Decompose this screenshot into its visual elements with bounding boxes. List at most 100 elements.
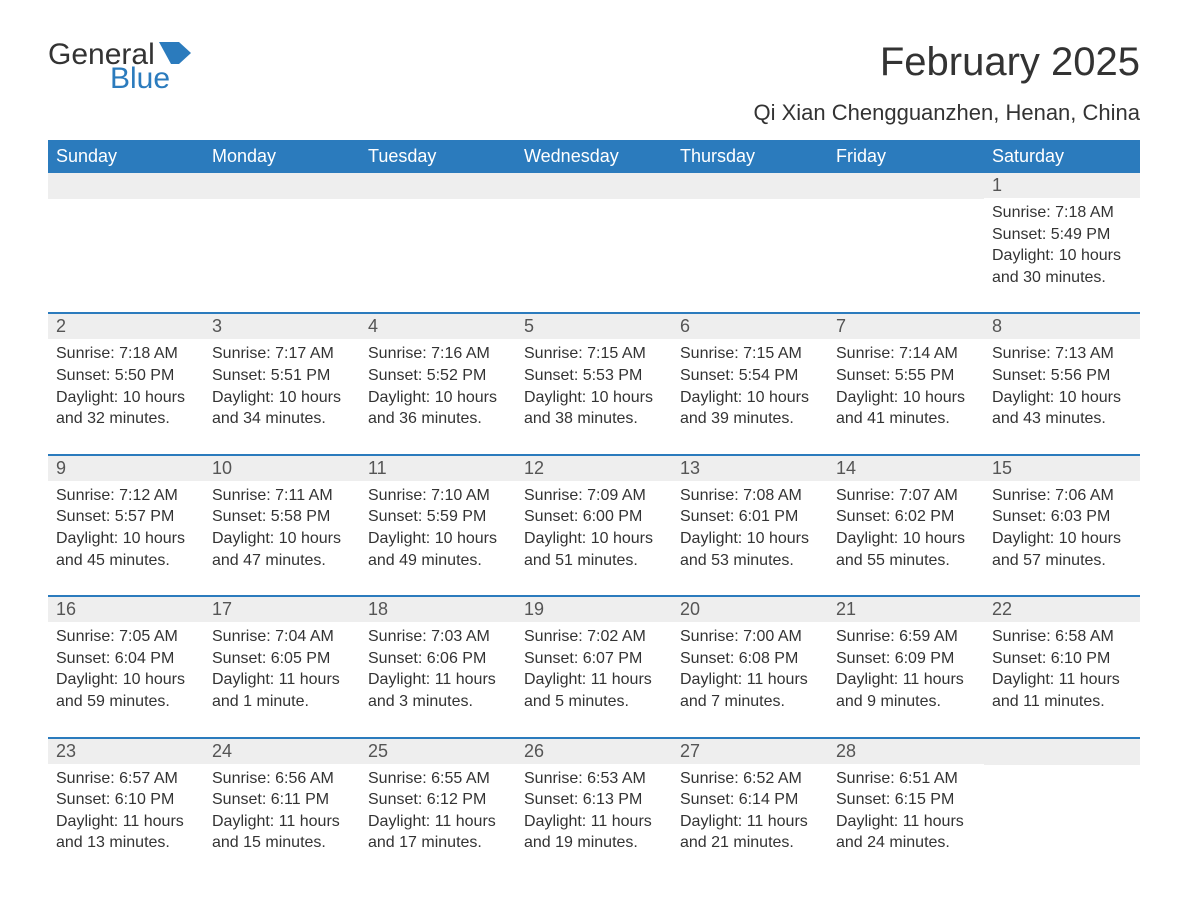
- sunrise-text: Sunrise: 7:15 AM: [524, 343, 664, 365]
- day-number: [360, 173, 516, 199]
- day-info: Sunrise: 6:55 AMSunset: 6:12 PMDaylight:…: [368, 768, 508, 854]
- sunrise-text: Sunrise: 6:51 AM: [836, 768, 976, 790]
- day-number: 7: [828, 314, 984, 339]
- day-number: [204, 173, 360, 199]
- sunrise-text: Sunrise: 7:14 AM: [836, 343, 976, 365]
- daylight-text: Daylight: 10 hours and 45 minutes.: [56, 528, 196, 571]
- sunrise-text: Sunrise: 6:56 AM: [212, 768, 352, 790]
- day-number: 8: [984, 314, 1140, 339]
- calendar-cell: 4Sunrise: 7:16 AMSunset: 5:52 PMDaylight…: [360, 314, 516, 439]
- weekday-header-row: SundayMondayTuesdayWednesdayThursdayFrid…: [48, 140, 1140, 173]
- sunset-text: Sunset: 5:49 PM: [992, 224, 1132, 246]
- sunrise-text: Sunrise: 7:04 AM: [212, 626, 352, 648]
- daylight-text: Daylight: 11 hours and 1 minute.: [212, 669, 352, 712]
- calendar-cell: 18Sunrise: 7:03 AMSunset: 6:06 PMDayligh…: [360, 597, 516, 722]
- sunrise-text: Sunrise: 7:08 AM: [680, 485, 820, 507]
- daylight-text: Daylight: 10 hours and 43 minutes.: [992, 387, 1132, 430]
- day-info: Sunrise: 7:11 AMSunset: 5:58 PMDaylight:…: [212, 485, 352, 571]
- day-number: 19: [516, 597, 672, 622]
- sunset-text: Sunset: 5:50 PM: [56, 365, 196, 387]
- day-info: Sunrise: 6:56 AMSunset: 6:11 PMDaylight:…: [212, 768, 352, 854]
- calendar-cell: 1 Sunrise: 7:18 AMSunset: 5:49 PMDaylight…: [984, 173, 1140, 298]
- daylight-text: Daylight: 10 hours and 53 minutes.: [680, 528, 820, 571]
- sunrise-text: Sunrise: 7:13 AM: [992, 343, 1132, 365]
- calendar-cell: 5Sunrise: 7:15 AMSunset: 5:53 PMDaylight…: [516, 314, 672, 439]
- sunrise-text: Sunrise: 7:02 AM: [524, 626, 664, 648]
- sunset-text: Sunset: 6:00 PM: [524, 506, 664, 528]
- sunrise-text: Sunrise: 7:00 AM: [680, 626, 820, 648]
- sunset-text: Sunset: 5:59 PM: [368, 506, 508, 528]
- weekday-header: Tuesday: [360, 140, 516, 173]
- sunset-text: Sunset: 5:51 PM: [212, 365, 352, 387]
- calendar-cell: 24Sunrise: 6:56 AMSunset: 6:11 PMDayligh…: [204, 739, 360, 864]
- day-info: Sunrise: 6:52 AMSunset: 6:14 PMDaylight:…: [680, 768, 820, 854]
- sunset-text: Sunset: 5:52 PM: [368, 365, 508, 387]
- day-info: Sunrise: 7:15 AMSunset: 5:54 PMDaylight:…: [680, 343, 820, 429]
- sunset-text: Sunset: 6:15 PM: [836, 789, 976, 811]
- calendar-cell-empty: [672, 173, 828, 298]
- day-info: Sunrise: 7:18 AMSunset: 5:49 PMDaylight:…: [992, 202, 1132, 288]
- sunset-text: Sunset: 5:58 PM: [212, 506, 352, 528]
- day-number: 23: [48, 739, 204, 764]
- daylight-text: Daylight: 10 hours and 49 minutes.: [368, 528, 508, 571]
- day-number: 20: [672, 597, 828, 622]
- calendar-cell-empty: [828, 173, 984, 298]
- sunset-text: Sunset: 5:55 PM: [836, 365, 976, 387]
- day-number: 21: [828, 597, 984, 622]
- calendar-cell: 13Sunrise: 7:08 AMSunset: 6:01 PMDayligh…: [672, 456, 828, 581]
- calendar-cell: 21Sunrise: 6:59 AMSunset: 6:09 PMDayligh…: [828, 597, 984, 722]
- calendar-cell-empty: [984, 739, 1140, 864]
- calendar-week: 16Sunrise: 7:05 AMSunset: 6:04 PMDayligh…: [48, 595, 1140, 722]
- weekday-header: Saturday: [984, 140, 1140, 173]
- sunset-text: Sunset: 6:03 PM: [992, 506, 1132, 528]
- day-number: [828, 173, 984, 199]
- day-info: Sunrise: 7:03 AMSunset: 6:06 PMDaylight:…: [368, 626, 508, 712]
- calendar-cell: 25 Sunrise: 6:55 AMSunset: 6:12 PMDayligh…: [360, 739, 516, 864]
- day-info: Sunrise: 7:18 AMSunset: 5:50 PMDaylight:…: [56, 343, 196, 429]
- calendar-cell: 3Sunrise: 7:17 AMSunset: 5:51 PMDaylight…: [204, 314, 360, 439]
- day-info: Sunrise: 7:02 AMSunset: 6:07 PMDaylight:…: [524, 626, 664, 712]
- sunrise-text: Sunrise: 7:16 AM: [368, 343, 508, 365]
- day-number: 27: [672, 739, 828, 764]
- calendar-cell: 8Sunrise: 7:13 AMSunset: 5:56 PMDaylight…: [984, 314, 1140, 439]
- day-info: Sunrise: 7:10 AMSunset: 5:59 PMDaylight:…: [368, 485, 508, 571]
- calendar-cell: 15Sunrise: 7:06 AMSunset: 6:03 PMDayligh…: [984, 456, 1140, 581]
- daylight-text: Daylight: 11 hours and 11 minutes.: [992, 669, 1132, 712]
- calendar-cell-empty: [48, 173, 204, 298]
- calendar-cell: 7Sunrise: 7:14 AMSunset: 5:55 PMDaylight…: [828, 314, 984, 439]
- daylight-text: Daylight: 11 hours and 15 minutes.: [212, 811, 352, 854]
- day-info: Sunrise: 6:53 AMSunset: 6:13 PMDaylight:…: [524, 768, 664, 854]
- daylight-text: Daylight: 10 hours and 55 minutes.: [836, 528, 976, 571]
- weekday-header: Wednesday: [516, 140, 672, 173]
- weekday-header: Thursday: [672, 140, 828, 173]
- sunrise-text: Sunrise: 7:10 AM: [368, 485, 508, 507]
- day-number: 26: [516, 739, 672, 764]
- calendar-cell: 22Sunrise: 6:58 AMSunset: 6:10 PMDayligh…: [984, 597, 1140, 722]
- daylight-text: Daylight: 10 hours and 51 minutes.: [524, 528, 664, 571]
- page-title: February 2025: [880, 40, 1140, 85]
- daylight-text: Daylight: 10 hours and 32 minutes.: [56, 387, 196, 430]
- sunset-text: Sunset: 6:11 PM: [212, 789, 352, 811]
- calendar-cell: 2Sunrise: 7:18 AMSunset: 5:50 PMDaylight…: [48, 314, 204, 439]
- daylight-text: Daylight: 10 hours and 59 minutes.: [56, 669, 196, 712]
- day-number: 9: [48, 456, 204, 481]
- calendar-cell: 6Sunrise: 7:15 AMSunset: 5:54 PMDaylight…: [672, 314, 828, 439]
- sunset-text: Sunset: 6:14 PM: [680, 789, 820, 811]
- day-info: Sunrise: 6:58 AMSunset: 6:10 PMDaylight:…: [992, 626, 1132, 712]
- day-number: 25: [360, 739, 516, 764]
- day-info: Sunrise: 7:09 AMSunset: 6:00 PMDaylight:…: [524, 485, 664, 571]
- weekday-header: Monday: [204, 140, 360, 173]
- day-info: Sunrise: 7:08 AMSunset: 6:01 PMDaylight:…: [680, 485, 820, 571]
- sunset-text: Sunset: 6:10 PM: [992, 648, 1132, 670]
- day-info: Sunrise: 7:04 AMSunset: 6:05 PMDaylight:…: [212, 626, 352, 712]
- calendar-cell: 19 Sunrise: 7:02 AMSunset: 6:07 PMDayligh…: [516, 597, 672, 722]
- sunrise-text: Sunrise: 6:58 AM: [992, 626, 1132, 648]
- day-number: 1: [984, 173, 1140, 198]
- daylight-text: Daylight: 11 hours and 17 minutes.: [368, 811, 508, 854]
- day-number: 10: [204, 456, 360, 481]
- sunset-text: Sunset: 6:13 PM: [524, 789, 664, 811]
- calendar-cell: 12Sunrise: 7:09 AMSunset: 6:00 PMDayligh…: [516, 456, 672, 581]
- sunrise-text: Sunrise: 6:59 AM: [836, 626, 976, 648]
- sunrise-text: Sunrise: 6:53 AM: [524, 768, 664, 790]
- daylight-text: Daylight: 11 hours and 24 minutes.: [836, 811, 976, 854]
